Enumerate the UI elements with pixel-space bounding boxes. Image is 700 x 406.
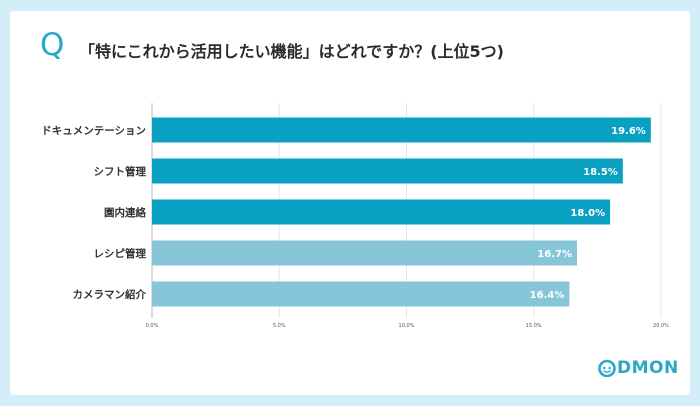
value-label-1: 18.5% — [583, 167, 618, 178]
codmon-logo: DMON — [598, 358, 679, 378]
value-label-3: 16.7% — [537, 249, 572, 260]
bar-3 — [152, 240, 578, 266]
chart-title: 「特にこれから活用したい機能」はどれですか？(上位5つ) — [79, 42, 504, 61]
codmon-logo-icon — [598, 359, 616, 378]
value-label-2: 18.0% — [570, 208, 605, 219]
category-label-1: シフト管理 — [94, 165, 147, 178]
category-label-2: 園内連絡 — [104, 206, 146, 219]
category-label-3: レシピ管理 — [94, 247, 147, 260]
x-tick-label-2: 10.0% — [399, 323, 415, 329]
x-tick-label-0: 0.0% — [146, 323, 159, 329]
x-tick-label-4: 20.0% — [653, 323, 669, 329]
bar-1 — [152, 158, 623, 184]
category-label-4: カメラマン紹介 — [73, 288, 147, 301]
bar-2 — [152, 199, 611, 225]
x-tick-label-1: 5.0% — [273, 323, 286, 329]
labels: 0.0% 5.0% 10.0% 15.0% 20.0% ドキュメンテーション 19.6% シフ… — [41, 125, 669, 329]
value-label-0: 19.6% — [611, 126, 646, 137]
category-label-0: ドキュメンテーション — [41, 125, 146, 137]
bar-4 — [152, 281, 570, 307]
question-mark-label: Q — [40, 27, 65, 63]
x-tick-label-3: 15.0% — [526, 323, 542, 329]
codmon-logo-text: DMON — [617, 358, 679, 378]
bars — [152, 117, 651, 307]
value-label-4: 16.4% — [530, 290, 565, 301]
bar-0 — [152, 117, 651, 143]
